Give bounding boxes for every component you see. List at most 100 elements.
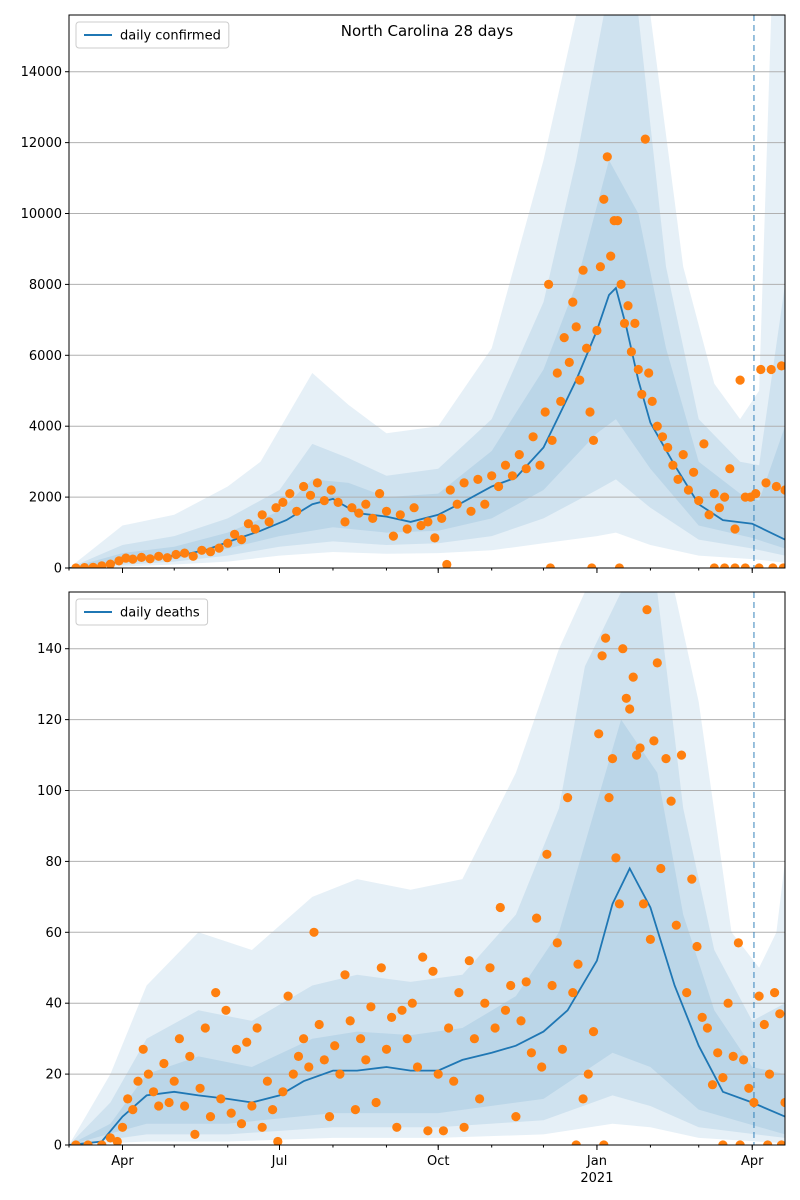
observed-point (226, 1108, 236, 1118)
observed-point (614, 563, 624, 568)
observed-point (759, 1019, 769, 1030)
uncertainty-band-2 (69, 719, 785, 1145)
observed-point (128, 1105, 138, 1115)
observed-point (709, 489, 719, 499)
observed-point (668, 460, 678, 470)
observed-point (252, 1023, 262, 1033)
observed-point (197, 545, 207, 555)
observed-point (775, 1009, 785, 1019)
observed-point (602, 152, 612, 162)
observed-point (564, 357, 574, 367)
observed-point (707, 1080, 718, 1090)
observed-point (438, 1126, 448, 1136)
confirmed-legend: daily confirmed (75, 21, 230, 49)
observed-point (356, 1034, 366, 1044)
observed-point (663, 442, 673, 453)
observed-point (661, 754, 671, 764)
observed-point (521, 977, 531, 987)
observed-point (545, 563, 555, 568)
observed-point (521, 464, 531, 474)
observed-point (262, 1076, 272, 1086)
observed-point (114, 556, 124, 566)
observed-point (687, 874, 697, 884)
observed-point (247, 1101, 257, 1111)
observed-point (544, 279, 554, 289)
observed-point (376, 963, 386, 973)
observed-point (613, 216, 623, 226)
observed-point (123, 1094, 133, 1104)
observed-point (475, 1094, 485, 1104)
observed-point (180, 548, 190, 558)
observed-point (506, 980, 516, 991)
y-tick-label: 10000 (21, 207, 62, 222)
deaths-axes-frame (68, 591, 786, 1146)
observed-point (594, 729, 604, 739)
observed-point (582, 343, 592, 353)
observed-point (764, 1069, 775, 1079)
observed-point (469, 1034, 479, 1044)
observed-point (611, 853, 621, 863)
observed-point (79, 563, 90, 568)
observed-point (697, 1012, 707, 1023)
observed-point (236, 535, 247, 545)
observed-point (402, 1034, 412, 1044)
observed-point (552, 368, 562, 378)
observed-point (381, 1044, 392, 1054)
observed-point (552, 938, 562, 948)
observed-point (571, 322, 581, 332)
observed-point (190, 1129, 200, 1139)
observed-point (632, 750, 642, 760)
observed-point (159, 1058, 169, 1069)
observed-point (335, 1069, 345, 1079)
observed-point (699, 439, 709, 449)
observed-point (283, 991, 293, 1001)
observed-point (231, 1044, 241, 1054)
observed-point (588, 435, 599, 445)
observed-point (128, 554, 138, 564)
observed-point (285, 489, 295, 499)
uncertainty-band-0 (69, 592, 785, 1145)
observed-point (500, 460, 511, 470)
observed-point (597, 651, 607, 661)
observed-point (428, 966, 438, 976)
observed-point (718, 1073, 728, 1083)
observed-point (312, 478, 322, 488)
observed-point (278, 497, 288, 507)
observed-point (730, 563, 740, 568)
y-tick-label: 2000 (29, 491, 62, 506)
observed-point (673, 474, 683, 484)
observed-point (728, 1051, 738, 1061)
observed-point (628, 672, 638, 682)
observed-point (366, 1002, 376, 1012)
deaths-y-ticks: 0 20 40 60 80 100 120 140 (37, 642, 69, 1154)
observed-point (397, 1005, 407, 1015)
observed-point (407, 998, 417, 1008)
legend-box (75, 598, 209, 626)
observed-point (292, 506, 302, 516)
observed-point (112, 1136, 122, 1145)
observed-point (770, 988, 780, 998)
observed-point (692, 941, 702, 952)
observed-point (720, 492, 730, 502)
y-tick-label: 12000 (21, 136, 62, 151)
x-tick-label: Oct (427, 1154, 449, 1169)
observed-point (638, 899, 649, 909)
observed-point (514, 450, 524, 460)
observed-point (623, 301, 633, 311)
observed-point (607, 754, 618, 764)
observed-point (174, 1034, 184, 1044)
observed-point (250, 524, 260, 534)
observed-point (780, 485, 785, 495)
observed-point (454, 988, 464, 998)
observed-point (495, 902, 505, 913)
observed-point (754, 991, 764, 1001)
deaths-legend: daily deaths (75, 598, 209, 626)
observed-point (257, 1122, 267, 1132)
observed-point (739, 1055, 749, 1065)
observed-point (630, 318, 640, 328)
observed-point (766, 364, 776, 375)
observed-point (145, 554, 155, 564)
observed-point (754, 563, 764, 568)
